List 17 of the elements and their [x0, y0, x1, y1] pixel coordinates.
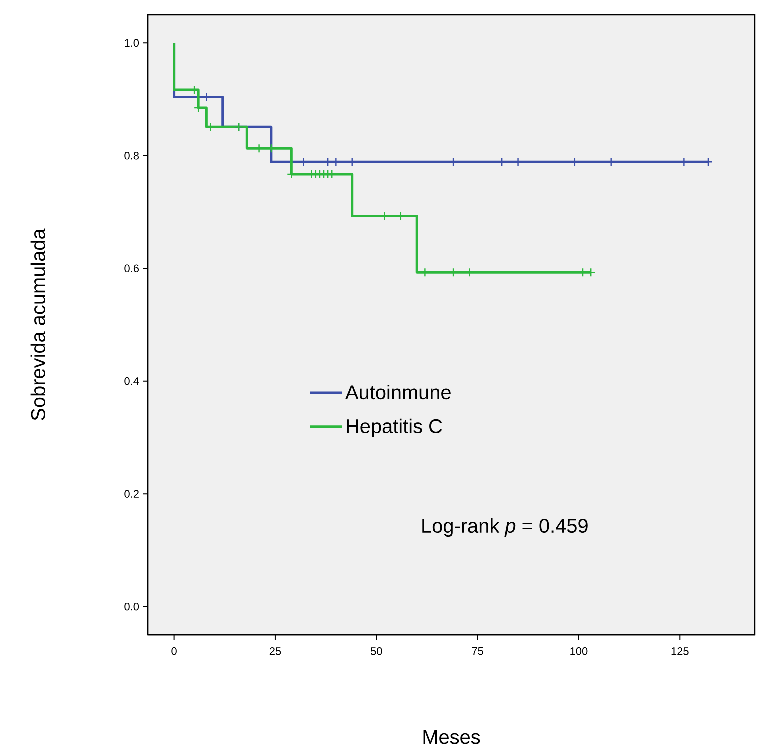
- y-tick-label: 1.0: [125, 39, 140, 48]
- legend-label: Autoinmune: [346, 384, 451, 400]
- x-tick-label: 75: [472, 648, 484, 656]
- x-axis-title: Meses: [424, 730, 480, 744]
- x-tick-label: 100: [570, 648, 588, 656]
- legend-label: Hepatitis C: [347, 418, 442, 438]
- y-tick-label: 0.2: [124, 490, 139, 498]
- x-tick-label: 25: [270, 648, 282, 656]
- y-axis-title: Sobrevida acumulada: [30, 228, 46, 420]
- x-tick-label: 125: [672, 648, 689, 656]
- y-tick-label: 0.6: [124, 264, 139, 273]
- annotation: Log-rank p = 0.459: [422, 518, 588, 538]
- y-tick-label: 0.4: [124, 377, 140, 386]
- y-tick-label: 0.8: [124, 152, 139, 160]
- x-tick-label: 0: [172, 648, 177, 656]
- y-tick-label: 0.0: [124, 602, 140, 611]
- x-tick-label: 50: [370, 648, 382, 656]
